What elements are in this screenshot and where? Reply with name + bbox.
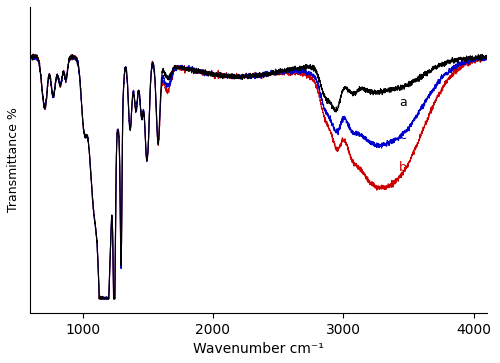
Text: b: b xyxy=(400,161,407,174)
Text: c: c xyxy=(400,129,406,142)
X-axis label: Wavenumber cm⁻¹: Wavenumber cm⁻¹ xyxy=(193,342,324,356)
Text: a: a xyxy=(400,95,407,109)
Y-axis label: Transmittance %: Transmittance % xyxy=(7,107,20,212)
